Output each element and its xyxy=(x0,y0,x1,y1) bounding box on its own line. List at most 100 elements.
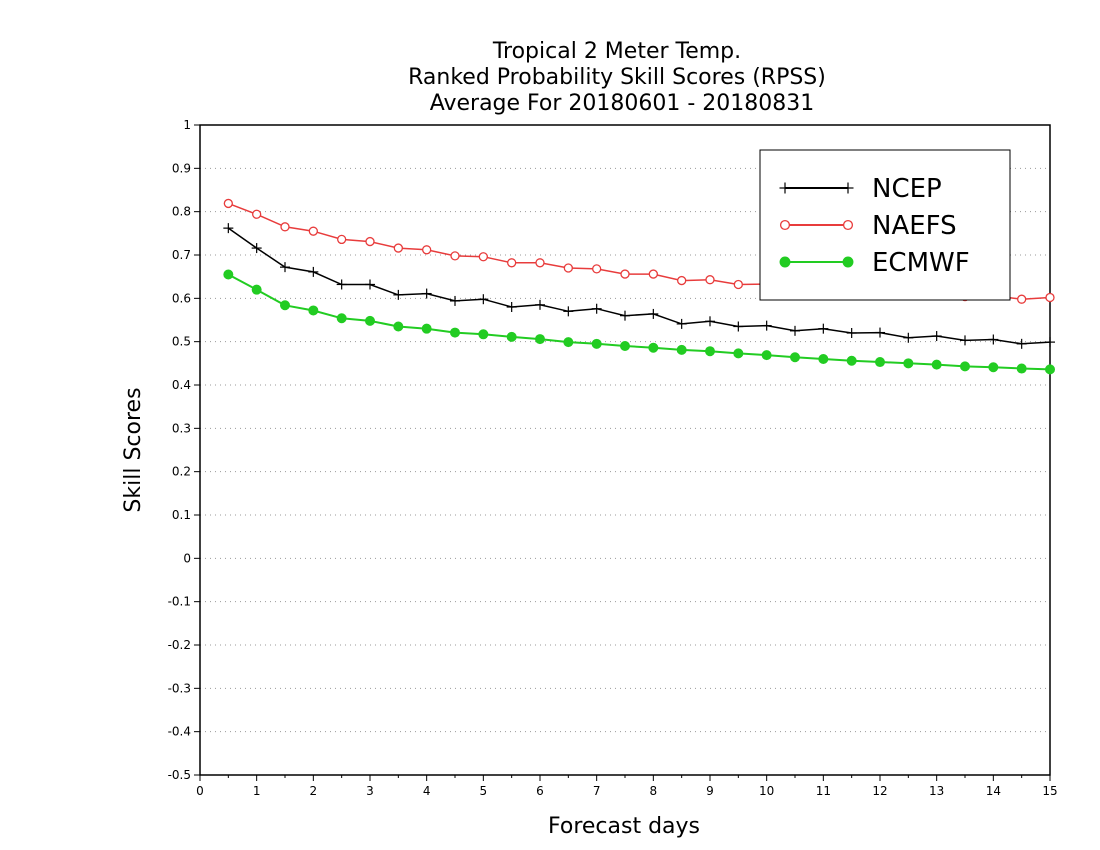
legend-item-naefs: NAEFS xyxy=(779,211,957,241)
x-tick-label: 13 xyxy=(929,784,944,798)
series-ecmwf xyxy=(223,269,1055,375)
x-tick-label: 1 xyxy=(253,784,261,798)
data-point-ecmwf xyxy=(535,334,545,345)
data-point-ncep xyxy=(988,334,999,345)
data-point-naefs xyxy=(280,222,290,232)
data-point-ncep xyxy=(705,316,715,327)
data-point-ecmwf xyxy=(790,352,800,363)
x-tick-label: 6 xyxy=(536,784,544,798)
data-point-ncep xyxy=(761,320,772,331)
data-point-ecmwf xyxy=(648,342,659,353)
data-point-ecmwf xyxy=(761,350,772,361)
data-point-ncep xyxy=(365,279,375,290)
y-tick-label: -0.4 xyxy=(168,725,191,739)
legend: NCEP NAEFS ECMWF xyxy=(759,149,1011,301)
data-point-ecmwf xyxy=(960,361,970,372)
data-point-naefs xyxy=(252,209,262,219)
data-point-ecmwf xyxy=(733,348,744,359)
data-point-ncep xyxy=(960,335,970,346)
x-tick-label: 7 xyxy=(593,784,601,798)
y-tick-label: 0.7 xyxy=(172,248,191,262)
data-point-ecmwf xyxy=(393,321,404,332)
x-tick-label: 2 xyxy=(310,784,318,798)
data-point-ncep xyxy=(1045,337,1055,348)
data-point-ncep xyxy=(648,308,659,319)
data-point-ncep xyxy=(251,243,262,254)
data-point-ncep xyxy=(535,299,545,310)
data-point-ncep xyxy=(280,262,290,273)
x-tick-label: 15 xyxy=(1042,784,1057,798)
data-point-naefs xyxy=(620,269,630,279)
data-point-naefs xyxy=(393,243,403,253)
data-point-ncep xyxy=(875,327,885,338)
data-point-naefs xyxy=(223,198,233,209)
y-axis-label: Skill Scores xyxy=(121,387,146,512)
data-point-ncep xyxy=(478,294,489,305)
data-point-ecmwf xyxy=(931,359,942,370)
data-point-ecmwf xyxy=(988,362,999,373)
data-point-ncep xyxy=(336,279,347,290)
data-point-naefs xyxy=(535,258,545,268)
data-point-ncep xyxy=(450,295,460,306)
x-tick-label: 4 xyxy=(423,784,431,798)
data-point-naefs xyxy=(337,234,347,245)
data-point-naefs xyxy=(507,258,517,268)
x-tick-label: 12 xyxy=(872,784,887,798)
y-tick-label: 0.9 xyxy=(172,161,191,175)
x-tick-label: 8 xyxy=(650,784,658,798)
data-point-ecmwf xyxy=(1016,363,1027,374)
y-tick-label: 0.5 xyxy=(172,335,191,349)
data-point-ncep xyxy=(506,302,517,312)
x-tick-label: 0 xyxy=(196,784,204,798)
chart-title-line-3: Average For 20180601 - 20180831 xyxy=(430,91,815,116)
legend-label-naefs: NAEFS xyxy=(872,211,957,241)
x-tick-label: 10 xyxy=(759,784,774,798)
data-point-ecmwf xyxy=(875,357,885,368)
y-tick-label: 0.8 xyxy=(172,205,191,219)
data-point-ncep xyxy=(620,310,630,321)
chart-title: Tropical 2 Meter Temp. Ranked Probabilit… xyxy=(408,39,826,116)
data-point-naefs xyxy=(648,269,658,279)
y-tick-label: 0.1 xyxy=(172,508,191,522)
data-point-ncep xyxy=(676,318,687,329)
x-tick-label: 14 xyxy=(986,784,1001,798)
data-point-naefs xyxy=(1017,294,1027,304)
data-point-ncep xyxy=(733,321,744,332)
data-point-ecmwf xyxy=(421,323,432,334)
data-point-ecmwf xyxy=(563,337,574,348)
data-point-naefs xyxy=(478,252,488,262)
y-tick-label: 0.3 xyxy=(172,421,191,435)
y-tick-label: 0.4 xyxy=(172,378,191,392)
data-point-naefs xyxy=(705,275,715,285)
y-tick-label: 1 xyxy=(183,118,191,132)
axes: -0.5 -0.4 -0.3 -0.2 -0.1 0 0.1 0.2 0.3 0.4 0.5 0.6 0… xyxy=(168,118,1058,798)
data-point-ncep xyxy=(308,266,319,277)
data-point-ecmwf xyxy=(336,313,347,324)
data-point-ecmwf xyxy=(620,341,630,351)
data-point-ecmwf xyxy=(251,284,262,295)
data-point-ecmwf xyxy=(280,300,290,311)
data-point-naefs xyxy=(422,245,432,255)
data-point-naefs xyxy=(450,251,460,261)
legend-label-ncep: NCEP xyxy=(872,174,942,204)
data-point-ncep xyxy=(790,325,800,336)
data-point-ncep xyxy=(563,306,574,317)
y-tick-label: -0.2 xyxy=(168,638,191,652)
data-point-ecmwf xyxy=(308,305,319,316)
data-point-ecmwf xyxy=(365,315,375,326)
data-point-ncep xyxy=(931,331,942,342)
y-tick-label: -0.3 xyxy=(168,681,191,695)
data-point-ncep xyxy=(421,288,432,299)
x-tick-label: 9 xyxy=(706,784,714,798)
y-tick-label: 0.6 xyxy=(172,291,191,305)
data-point-ecmwf xyxy=(818,354,829,364)
series-ncep xyxy=(223,223,1055,349)
data-point-ncep xyxy=(846,328,857,338)
data-point-ecmwf xyxy=(223,269,234,280)
y-tick-label: 0.2 xyxy=(172,465,191,479)
data-point-naefs xyxy=(1045,292,1055,303)
data-point-ncep xyxy=(393,289,404,300)
legend-marker-naefs xyxy=(842,219,854,231)
x-tick-label: 11 xyxy=(816,784,831,798)
data-point-ecmwf xyxy=(705,346,715,357)
